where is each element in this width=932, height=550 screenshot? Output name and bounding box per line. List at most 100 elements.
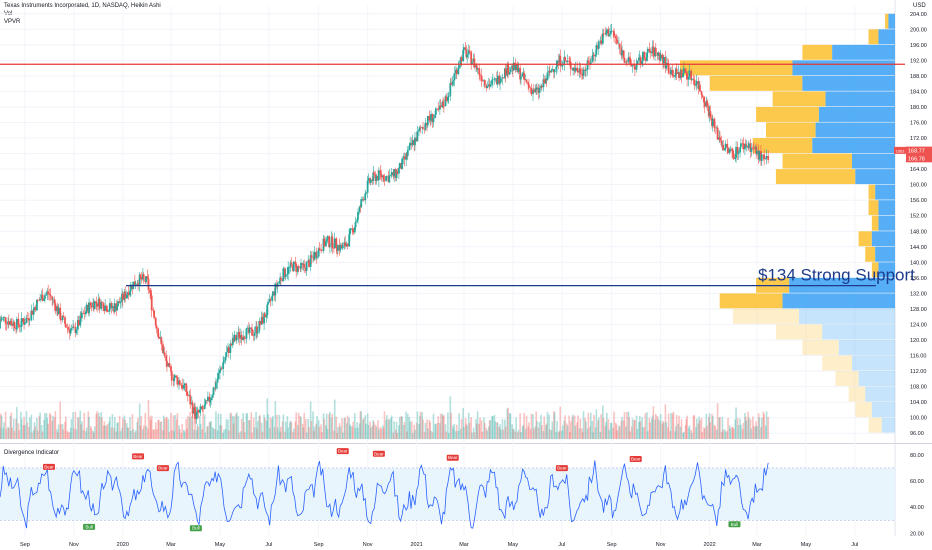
volume-bar (623, 412, 626, 439)
candle-body (623, 57, 626, 63)
volume-bar (581, 431, 584, 439)
volume-bar (654, 419, 656, 439)
candle-body (395, 171, 398, 179)
candle-body (199, 406, 202, 410)
candle-body (287, 267, 290, 274)
volume-bar (279, 431, 281, 439)
vp-up-bar (832, 44, 895, 60)
divergence-label-box (372, 450, 385, 457)
volume-bar (476, 411, 479, 439)
candle-body (465, 49, 468, 58)
candle-body (0, 320, 1, 329)
volume-bar (176, 413, 179, 439)
volume-bar (451, 425, 454, 439)
candle-body (582, 69, 585, 76)
candle-body (209, 399, 212, 403)
price-tick-label: 176.00 (910, 121, 927, 127)
volume-bar (630, 426, 633, 439)
volume-bar (359, 411, 362, 439)
candle-body (266, 304, 269, 316)
volume-bar (756, 426, 758, 439)
candle-body (379, 170, 382, 174)
candle-body (576, 67, 579, 71)
price-tick-label: 172.00 (910, 136, 927, 142)
volume-bar (24, 425, 26, 439)
time-tick-label: Jul (265, 542, 272, 548)
candle-body (22, 318, 25, 322)
volume-bar (281, 421, 284, 439)
volume-bar (33, 422, 36, 439)
candle-body (326, 236, 329, 240)
volume-bar (752, 416, 754, 439)
candle-body (360, 199, 363, 208)
candle-body (79, 315, 82, 326)
volume-bar (132, 428, 135, 439)
volume-bar (203, 414, 206, 439)
candle-body (286, 273, 289, 276)
candle-body (724, 143, 727, 149)
volume-bar (302, 427, 305, 439)
volume-bar (764, 425, 767, 439)
volume-bar (444, 424, 447, 439)
candle-body (173, 377, 176, 381)
candle-body (496, 75, 499, 85)
candle-body (519, 67, 522, 80)
volume-bar (346, 415, 349, 439)
candle-body (731, 148, 733, 152)
price-tick-label: 152.00 (910, 214, 927, 220)
volume-bar (731, 426, 733, 439)
volume-bar (219, 413, 222, 439)
volume-bar (578, 428, 581, 439)
volume-bar (515, 417, 517, 439)
price-tick-label: 180.00 (910, 105, 927, 111)
volume-bar (516, 432, 519, 439)
candle-body (140, 277, 143, 280)
volume-bar (127, 427, 130, 439)
volume-bar (651, 415, 654, 439)
candle-body (414, 137, 416, 146)
vp-up-bar (878, 29, 895, 45)
volume-bar (139, 425, 142, 439)
volume-bar (372, 420, 375, 439)
candle-body (253, 332, 256, 336)
volume-bar (641, 417, 643, 439)
candle-body (602, 33, 605, 35)
volume-bar (661, 423, 664, 439)
volume-bar (659, 420, 661, 439)
candle-body (227, 347, 230, 353)
vp-down-bar (822, 355, 852, 371)
volume-bar (274, 401, 277, 439)
volume-bar (459, 429, 462, 439)
volume-bar (15, 418, 17, 439)
candle-body (157, 328, 160, 337)
candle-body (204, 400, 207, 405)
volume-bar (51, 420, 53, 439)
volume-bar (509, 413, 512, 439)
volume-bar (276, 414, 278, 439)
volume-bar (506, 408, 509, 439)
candle-body (320, 249, 322, 251)
volume-bar (260, 422, 263, 439)
volume-bar (49, 414, 52, 439)
candle-body (468, 50, 471, 52)
volume-bar (115, 431, 118, 439)
candle-body (220, 368, 223, 370)
candle-body (335, 238, 338, 249)
candle-body (278, 281, 281, 284)
candle-body (671, 69, 674, 77)
volume-bar (326, 428, 329, 439)
volume-bar (564, 415, 566, 439)
volume-bar (604, 426, 607, 439)
volume-bar (467, 412, 470, 439)
vp-down-bar (885, 13, 889, 29)
volume-bar (74, 411, 77, 439)
volume-bar (650, 418, 653, 439)
candle-body (13, 322, 16, 328)
volume-bar (320, 424, 322, 439)
volume-bar (227, 419, 229, 439)
candle-body (652, 46, 655, 57)
candle-body (709, 111, 712, 118)
volume-bar (17, 423, 20, 439)
candle-body (520, 76, 522, 80)
